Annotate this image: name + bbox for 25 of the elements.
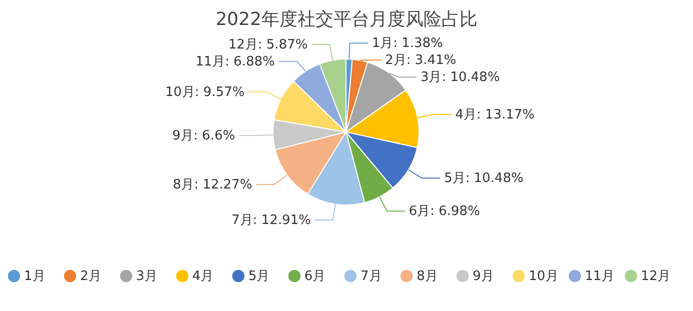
legend-label: 11月	[584, 269, 614, 284]
legend-label: 4月	[192, 269, 214, 284]
data-label: 11月: 6.88%	[195, 54, 275, 70]
data-label: 1月: 1.38%	[372, 36, 443, 52]
data-label: 12月: 5.87%	[228, 38, 308, 53]
data-label: 8月: 12.27%	[172, 178, 252, 193]
legend-label: 10月	[528, 269, 558, 284]
legend-label: 3月	[136, 269, 158, 284]
data-label: 7月: 12.91%	[232, 213, 311, 228]
legend-label: 12月	[640, 269, 670, 284]
legend-label: 7月	[360, 269, 382, 284]
legend-label: 2月	[80, 269, 102, 284]
legend-label: 5月	[248, 269, 270, 284]
data-label: 5月: 10.48%	[444, 171, 524, 186]
data-label: 2月: 3.41%	[385, 53, 456, 68]
data-label: 10月: 9.57%	[165, 84, 245, 100]
legend-label: 6月	[304, 269, 326, 284]
legend-label: 9月	[472, 269, 494, 284]
data-label: 4月: 13.17%	[455, 108, 535, 123]
data-label: 9月: 6.6%	[172, 128, 236, 144]
legend-label: 8月	[416, 269, 438, 284]
chart-title: 2022年度社交平台月度风险占比	[216, 9, 478, 30]
data-label: 6月: 6.98%	[408, 204, 480, 220]
legend-label: 1月	[24, 269, 46, 284]
data-label: 3月: 10.48%	[420, 70, 500, 86]
